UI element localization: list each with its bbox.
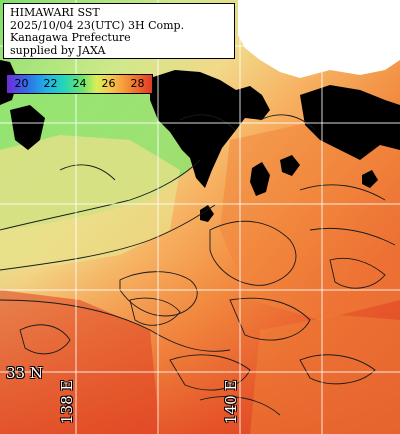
legend-tick: 22 [43, 77, 58, 90]
warm-east-water [220, 110, 400, 320]
legend-tick: 26 [101, 77, 116, 90]
region-label: Kanagawa Prefecture [10, 31, 131, 44]
observation-time: 2025/10/04 23(UTC) 3H Comp. [10, 18, 185, 32]
data-credit: supplied by JAXA [10, 43, 106, 57]
legend-tick: 24 [72, 77, 87, 90]
southwest-warm-pool [0, 290, 160, 434]
longitude-label: 138 E [58, 379, 76, 424]
cloud-mask [238, 0, 400, 78]
southeast-warm-pool [250, 315, 400, 434]
info-box: HIMAWARI SST 2025/10/04 23(UTC) 3H Comp.… [3, 3, 235, 59]
latitude-label: 33 N [6, 364, 43, 382]
island-toshima [362, 170, 378, 188]
longitude-label: 140 E [222, 379, 240, 424]
land-izu [10, 105, 45, 150]
legend-tick: 28 [130, 77, 145, 90]
isotherm-contours [0, 114, 396, 416]
island-cluster [280, 155, 300, 176]
land-miura [250, 162, 270, 196]
bay-transition-water [0, 135, 180, 270]
temperature-color-legend: 20 22 24 26 28 [6, 74, 153, 94]
legend-tick: 20 [14, 77, 29, 90]
island-oshima [200, 205, 214, 222]
product-title: HIMAWARI SST [10, 6, 100, 19]
